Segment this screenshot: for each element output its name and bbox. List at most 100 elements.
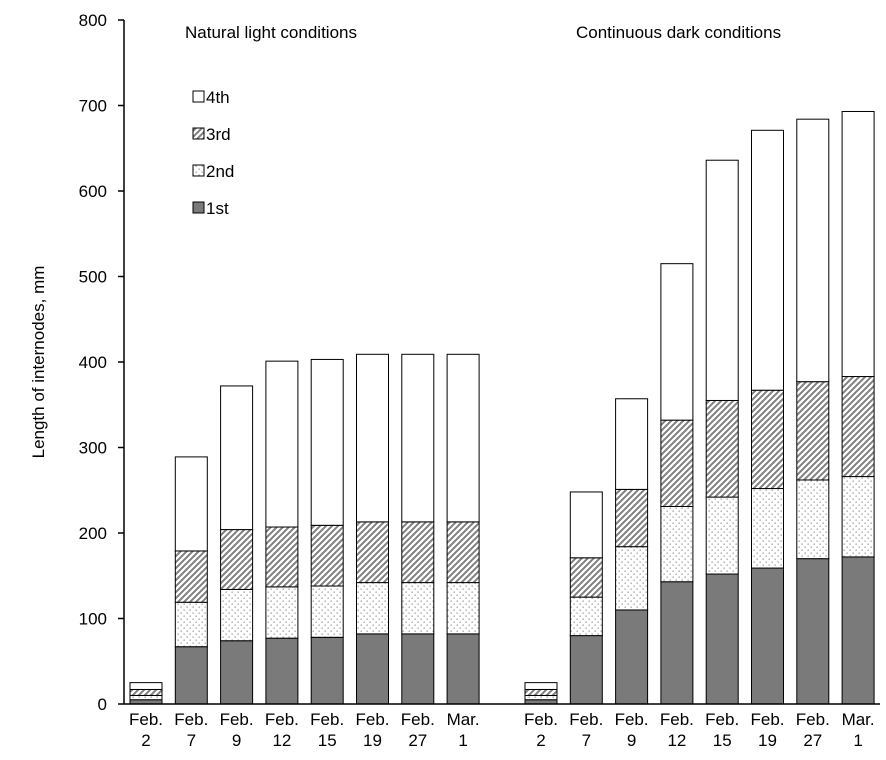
bar-segment-1st	[705, 573, 739, 705]
bar-segment-4th	[569, 491, 603, 559]
legend-swatch-2nd	[192, 164, 205, 177]
y-tick-label: 500	[79, 268, 107, 287]
bar-segment-1st	[751, 567, 784, 705]
bar-segment-3rd	[841, 376, 875, 478]
bar-segment-1st	[265, 637, 299, 705]
bar-segment-4th	[751, 129, 784, 391]
bar-segment-3rd	[174, 550, 208, 603]
bar-segment-4th	[660, 263, 694, 421]
bar-segment-3rd	[569, 557, 603, 598]
bar-segment-4th	[401, 353, 435, 523]
bar-segment-2nd	[751, 488, 784, 569]
x-category-label-day: 7	[582, 731, 591, 750]
x-category-label-month: Feb.	[174, 710, 208, 729]
x-axis-labels: Feb.2Feb.7Feb.9Feb.12Feb.15Feb.19Feb.27M…	[129, 710, 875, 750]
y-tick-label: 800	[79, 11, 107, 30]
bar-segment-1st	[310, 636, 344, 705]
panel-title-natural-light: Natural light conditions	[185, 23, 357, 42]
x-category-label-day: 7	[187, 731, 196, 750]
bar-segment-2nd	[220, 588, 254, 642]
bar-segment-4th	[310, 358, 344, 526]
x-category-label-day: 9	[232, 731, 241, 750]
bar-segment-3rd	[796, 381, 830, 481]
bar-segment-3rd	[265, 526, 299, 588]
x-category-label-month: Feb.	[615, 710, 649, 729]
bar-segment-2nd	[356, 582, 389, 635]
bar-segment-3rd	[446, 521, 480, 584]
x-category-label-day: 19	[363, 731, 382, 750]
x-category-label-day: 15	[713, 731, 732, 750]
bar-segment-1st	[174, 646, 208, 705]
bar-segment-1st	[220, 640, 254, 705]
bar-segment-1st	[569, 635, 603, 705]
bar-segment-2nd	[705, 496, 739, 575]
y-axis-ticks: 0 100 200 300 400 500 600 700 800	[79, 11, 124, 714]
x-category-label-month: Feb.	[796, 710, 830, 729]
x-category-label-month: Feb.	[660, 710, 694, 729]
x-category-label-month: Feb.	[401, 710, 435, 729]
bar-segment-3rd	[524, 688, 558, 696]
y-tick-label: 100	[79, 610, 107, 629]
bar-segment-2nd	[841, 476, 875, 558]
bar-segment-4th	[705, 159, 739, 401]
y-tick-label: 600	[79, 182, 107, 201]
x-category-label-month: Mar.	[842, 710, 875, 729]
y-axis-title: Length of internodes, mm	[29, 266, 48, 459]
y-tick-label: 700	[79, 97, 107, 116]
x-category-label-day: 15	[318, 731, 337, 750]
legend-swatch-3rd	[192, 127, 205, 140]
bar-segment-4th	[615, 398, 649, 490]
bar-segment-4th	[129, 682, 163, 690]
bar-segment-1st	[841, 556, 875, 705]
bar-segment-3rd	[129, 688, 163, 696]
x-category-label-month: Feb.	[569, 710, 603, 729]
legend: 4th 3rd 2nd 1st	[192, 88, 234, 218]
x-category-label-day: 2	[536, 731, 545, 750]
bar-segment-4th	[265, 360, 299, 528]
bar-segment-1st	[660, 581, 694, 705]
bar-segment-1st	[796, 558, 830, 705]
bar-segment-4th	[446, 353, 480, 523]
bars-layer	[129, 110, 875, 705]
x-category-label-day: 1	[458, 731, 467, 750]
bar-segment-3rd	[220, 529, 254, 590]
y-tick-label: 300	[79, 439, 107, 458]
bar-segment-4th	[356, 353, 389, 523]
x-category-label-day: 27	[408, 731, 427, 750]
bar-segment-2nd	[615, 546, 649, 611]
bar-segment-3rd	[660, 419, 694, 507]
bar-segment-3rd	[401, 521, 435, 584]
bar-segment-1st	[615, 609, 649, 705]
bar-segment-2nd	[569, 596, 603, 637]
bar-segment-1st	[401, 633, 435, 705]
legend-swatch-4th	[192, 90, 205, 103]
x-category-label-day: 9	[627, 731, 636, 750]
x-category-label-day: 1	[853, 731, 862, 750]
y-tick-label: 0	[98, 695, 107, 714]
x-category-label-day: 2	[141, 731, 150, 750]
legend-label-2nd: 2nd	[206, 162, 234, 181]
y-tick-label: 200	[79, 524, 107, 543]
bar-segment-1st	[356, 633, 389, 705]
legend-label-1st: 1st	[206, 199, 229, 218]
x-category-label-month: Feb.	[220, 710, 254, 729]
bar-segment-2nd	[401, 582, 435, 635]
bar-segment-3rd	[356, 521, 389, 584]
legend-label-4th: 4th	[206, 88, 230, 107]
x-category-label-day: 19	[758, 731, 777, 750]
bar-segment-2nd	[524, 694, 558, 701]
x-category-label-day: 12	[272, 731, 291, 750]
panel-title-continuous-dark: Continuous dark conditions	[576, 23, 781, 42]
bar-segment-2nd	[265, 586, 299, 639]
x-category-label-month: Feb.	[265, 710, 299, 729]
bar-segment-3rd	[751, 389, 784, 490]
bar-segment-2nd	[796, 479, 830, 560]
bar-segment-1st	[446, 633, 480, 705]
x-category-label-month: Feb.	[750, 710, 784, 729]
x-category-label-day: 27	[803, 731, 822, 750]
x-category-label-month: Feb.	[129, 710, 163, 729]
bar-segment-2nd	[129, 694, 163, 701]
x-category-label-month: Feb.	[524, 710, 558, 729]
legend-swatch-1st	[192, 201, 205, 214]
